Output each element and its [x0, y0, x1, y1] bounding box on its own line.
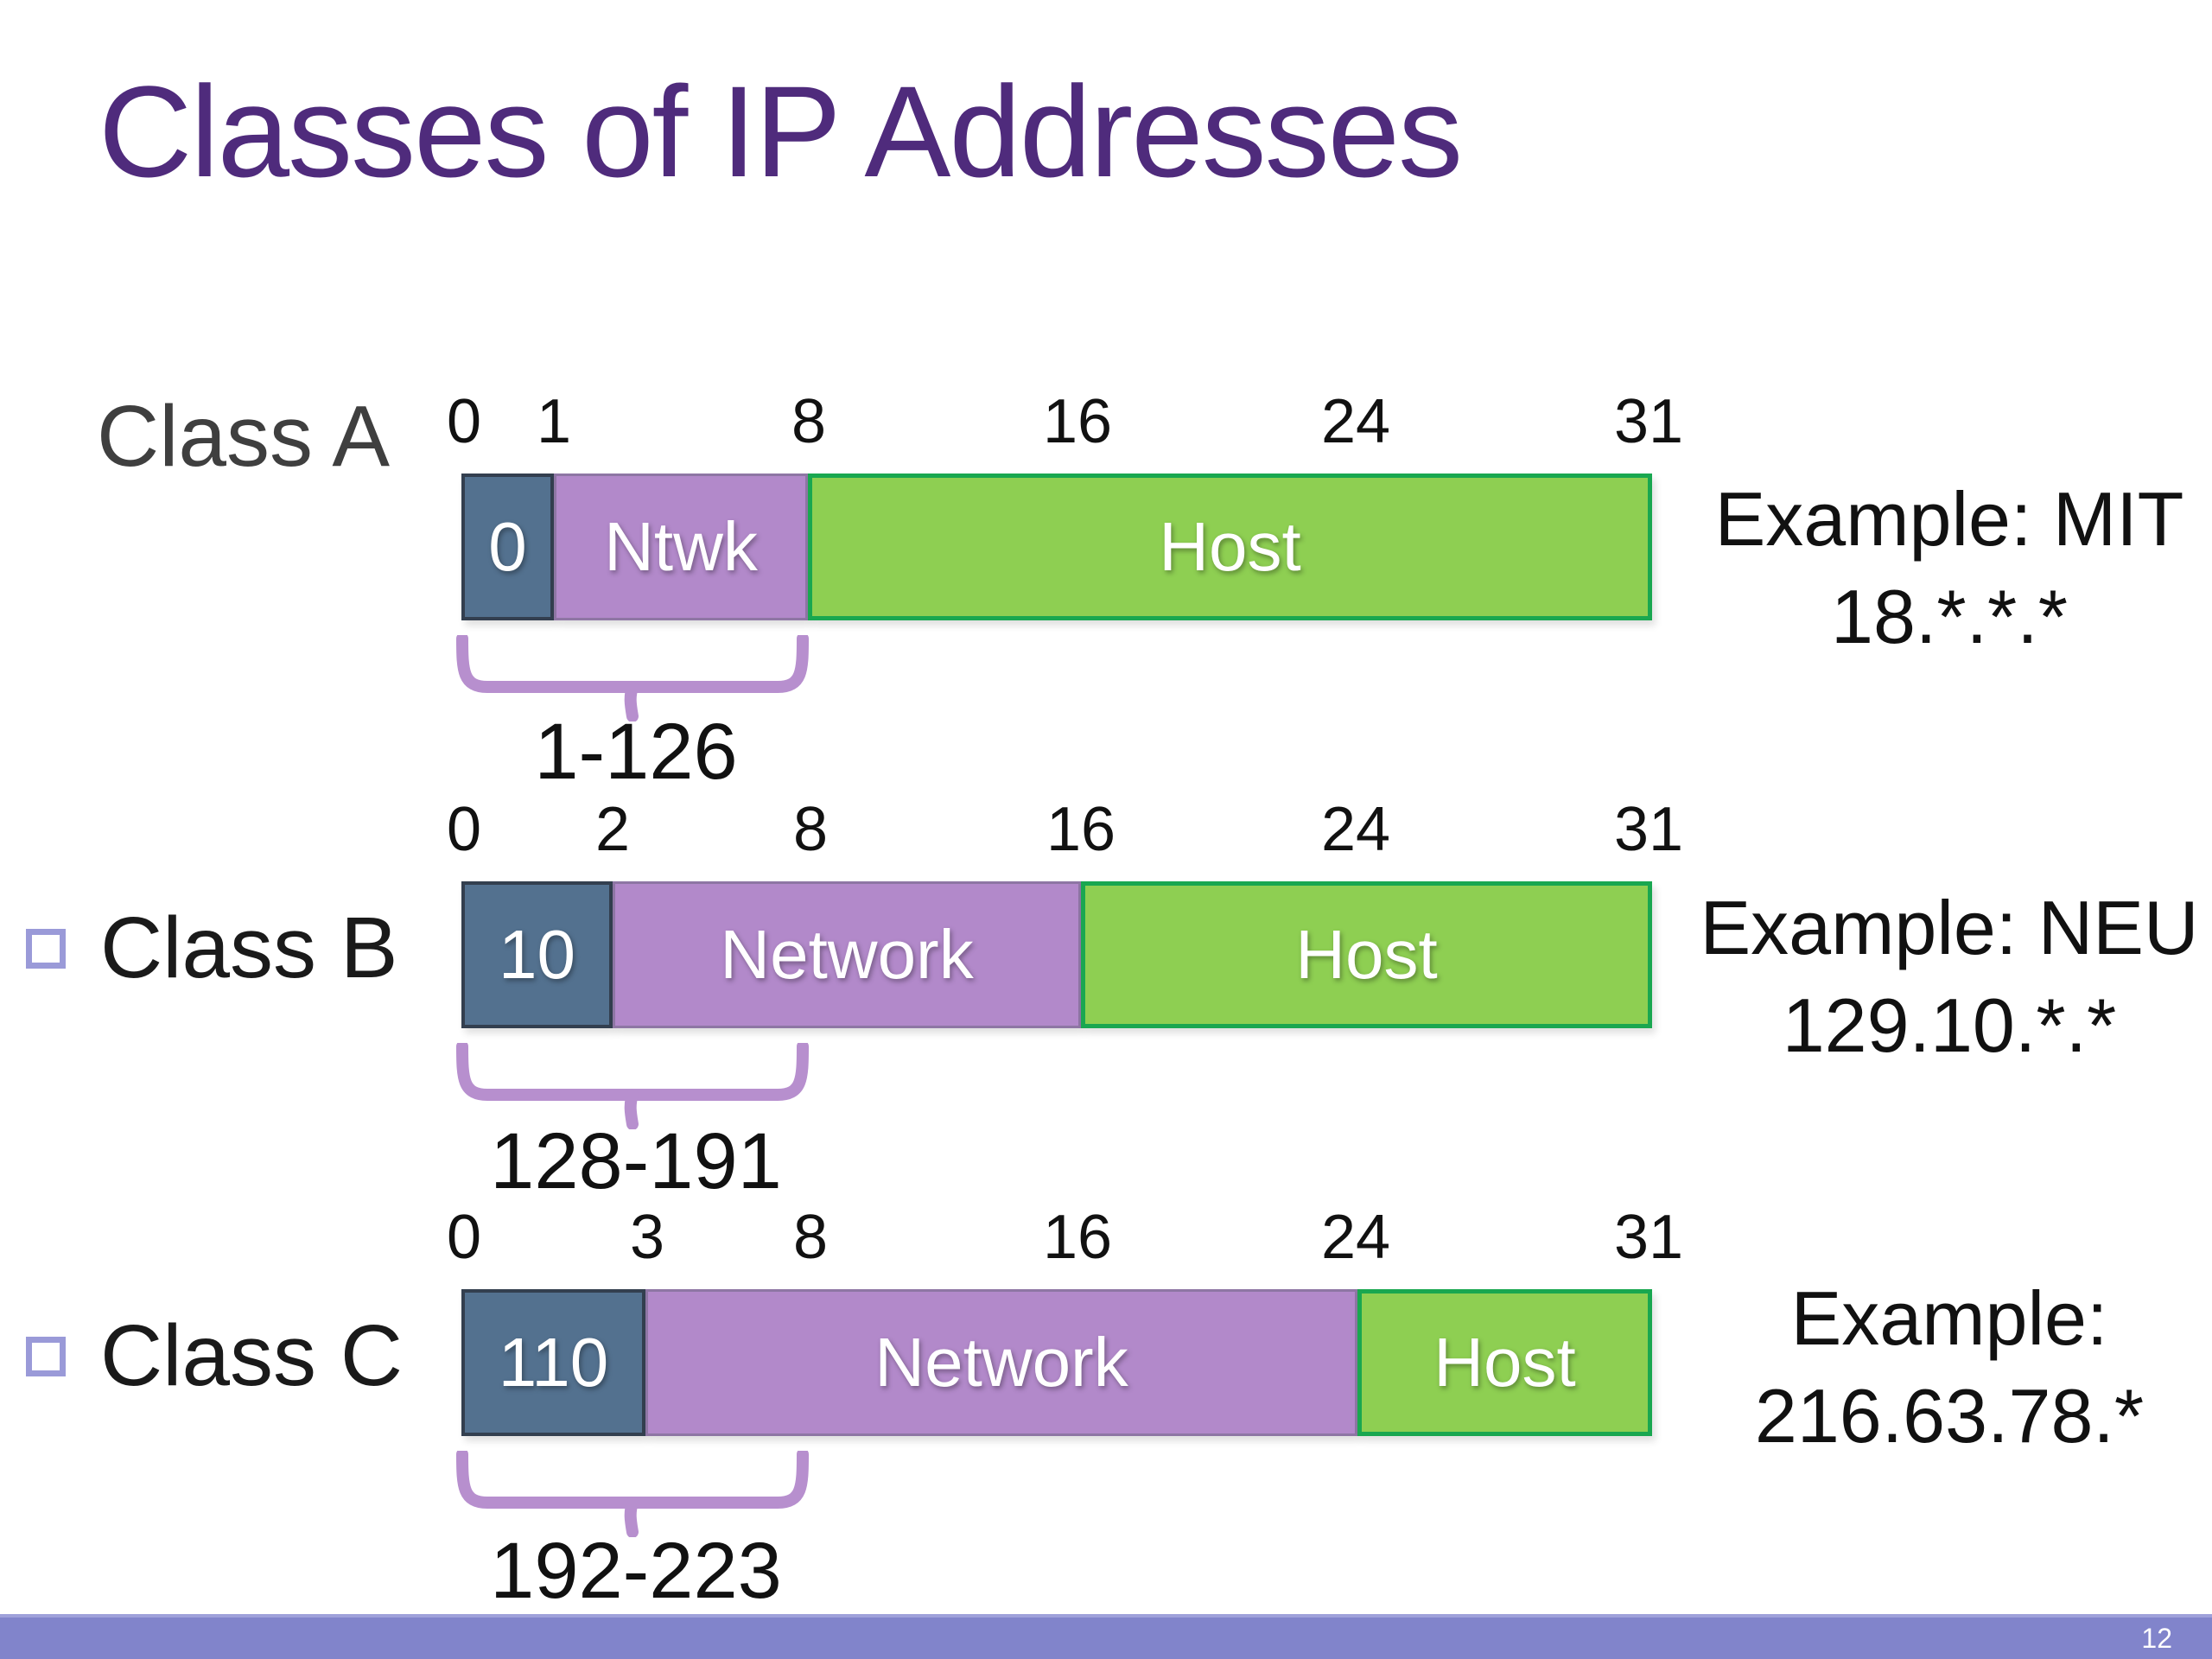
bit-tick-c-16: 16 [1042, 1203, 1113, 1272]
class-a-host-label: Host [1159, 508, 1301, 585]
bit-tick-a-24: 24 [1320, 387, 1391, 456]
class-b-host-label: Host [1295, 916, 1438, 993]
class-c-prefix-bits-value: 110 [498, 1324, 609, 1401]
bit-tick-b-24: 24 [1320, 795, 1391, 864]
class-b-network-segment: Network [613, 881, 1081, 1028]
class-a-network-segment: Ntwk [554, 474, 808, 620]
bit-tick-c-8: 8 [792, 1203, 829, 1272]
class-a-first-octet-brace [456, 635, 809, 721]
bit-tick-b-16: 16 [1046, 795, 1116, 864]
class-a-label: Class A [97, 387, 390, 486]
class-b-prefix-bits-value: 10 [499, 916, 575, 993]
class-c-example-address: 216.63.78.* [1754, 1372, 2145, 1459]
class-b-first-octet-range: 128-191 [490, 1117, 782, 1205]
class-b-example-caption: Example: NEU [1700, 885, 2199, 970]
class-b-example: Example: NEU 129.10.*.* [1690, 880, 2209, 1074]
class-c-bullet-square-icon [26, 1336, 66, 1376]
bit-tick-b-31: 31 [1613, 795, 1684, 864]
class-b-first-octet-brace [456, 1043, 809, 1129]
class-b-label-text: Class B [100, 899, 398, 996]
class-c-label: Class C [26, 1306, 403, 1406]
bit-tick-a-31: 31 [1613, 387, 1684, 456]
class-a-prefix-bits-segment: 0 [461, 474, 554, 620]
class-a-first-octet-range: 1-126 [534, 708, 738, 796]
bit-tick-a-16: 16 [1042, 387, 1113, 456]
class-c-first-octet-range: 192-223 [490, 1527, 782, 1615]
class-b-label: Class B [26, 899, 398, 998]
class-c-host-label: Host [1433, 1324, 1576, 1401]
class-a-network-label: Ntwk [604, 508, 758, 585]
class-a-prefix-bits-value: 0 [488, 508, 527, 585]
bit-tick-c-24: 24 [1320, 1203, 1391, 1272]
bit-tick-a-1: 1 [536, 387, 572, 456]
class-b-network-label: Network [720, 916, 974, 993]
footer-bar: 12 [0, 1614, 2212, 1659]
bit-tick-a-0: 0 [446, 387, 482, 456]
page-title: Classes of IP Addresses [99, 59, 1463, 204]
class-b-prefix-bits-segment: 10 [461, 881, 613, 1028]
bit-tick-c-3: 3 [629, 1203, 665, 1272]
class-b-bullet-square-icon [26, 928, 66, 969]
bit-tick-a-8: 8 [791, 387, 827, 456]
bit-tick-b-0: 0 [446, 795, 482, 864]
class-c-network-segment: Network [645, 1289, 1357, 1436]
class-c-network-label: Network [874, 1324, 1128, 1401]
bit-tick-c-0: 0 [446, 1203, 482, 1272]
class-a-example-caption: Example: MIT [1714, 476, 2184, 562]
class-c-prefix-bits-segment: 110 [461, 1289, 645, 1436]
class-c-first-octet-brace [456, 1451, 809, 1537]
bit-tick-b-8: 8 [792, 795, 829, 864]
class-c-host-segment: Host [1357, 1289, 1652, 1436]
class-c-label-text: Class C [100, 1307, 404, 1404]
class-a-example-address: 18.*.*.* [1831, 573, 2068, 659]
bit-tick-c-31: 31 [1613, 1203, 1684, 1272]
class-c-example-caption: Example: [1790, 1275, 2108, 1361]
page-number: 12 [2141, 1622, 2172, 1654]
class-a-example: Example: MIT 18.*.*.* [1690, 471, 2209, 665]
class-b-host-segment: Host [1081, 881, 1652, 1028]
class-b-example-address: 129.10.*.* [1782, 982, 2117, 1068]
class-a-host-segment: Host [808, 474, 1652, 620]
class-a-label-text: Class A [97, 388, 391, 485]
class-c-example: Example: 216.63.78.* [1690, 1270, 2209, 1465]
bit-tick-b-2: 2 [594, 795, 631, 864]
